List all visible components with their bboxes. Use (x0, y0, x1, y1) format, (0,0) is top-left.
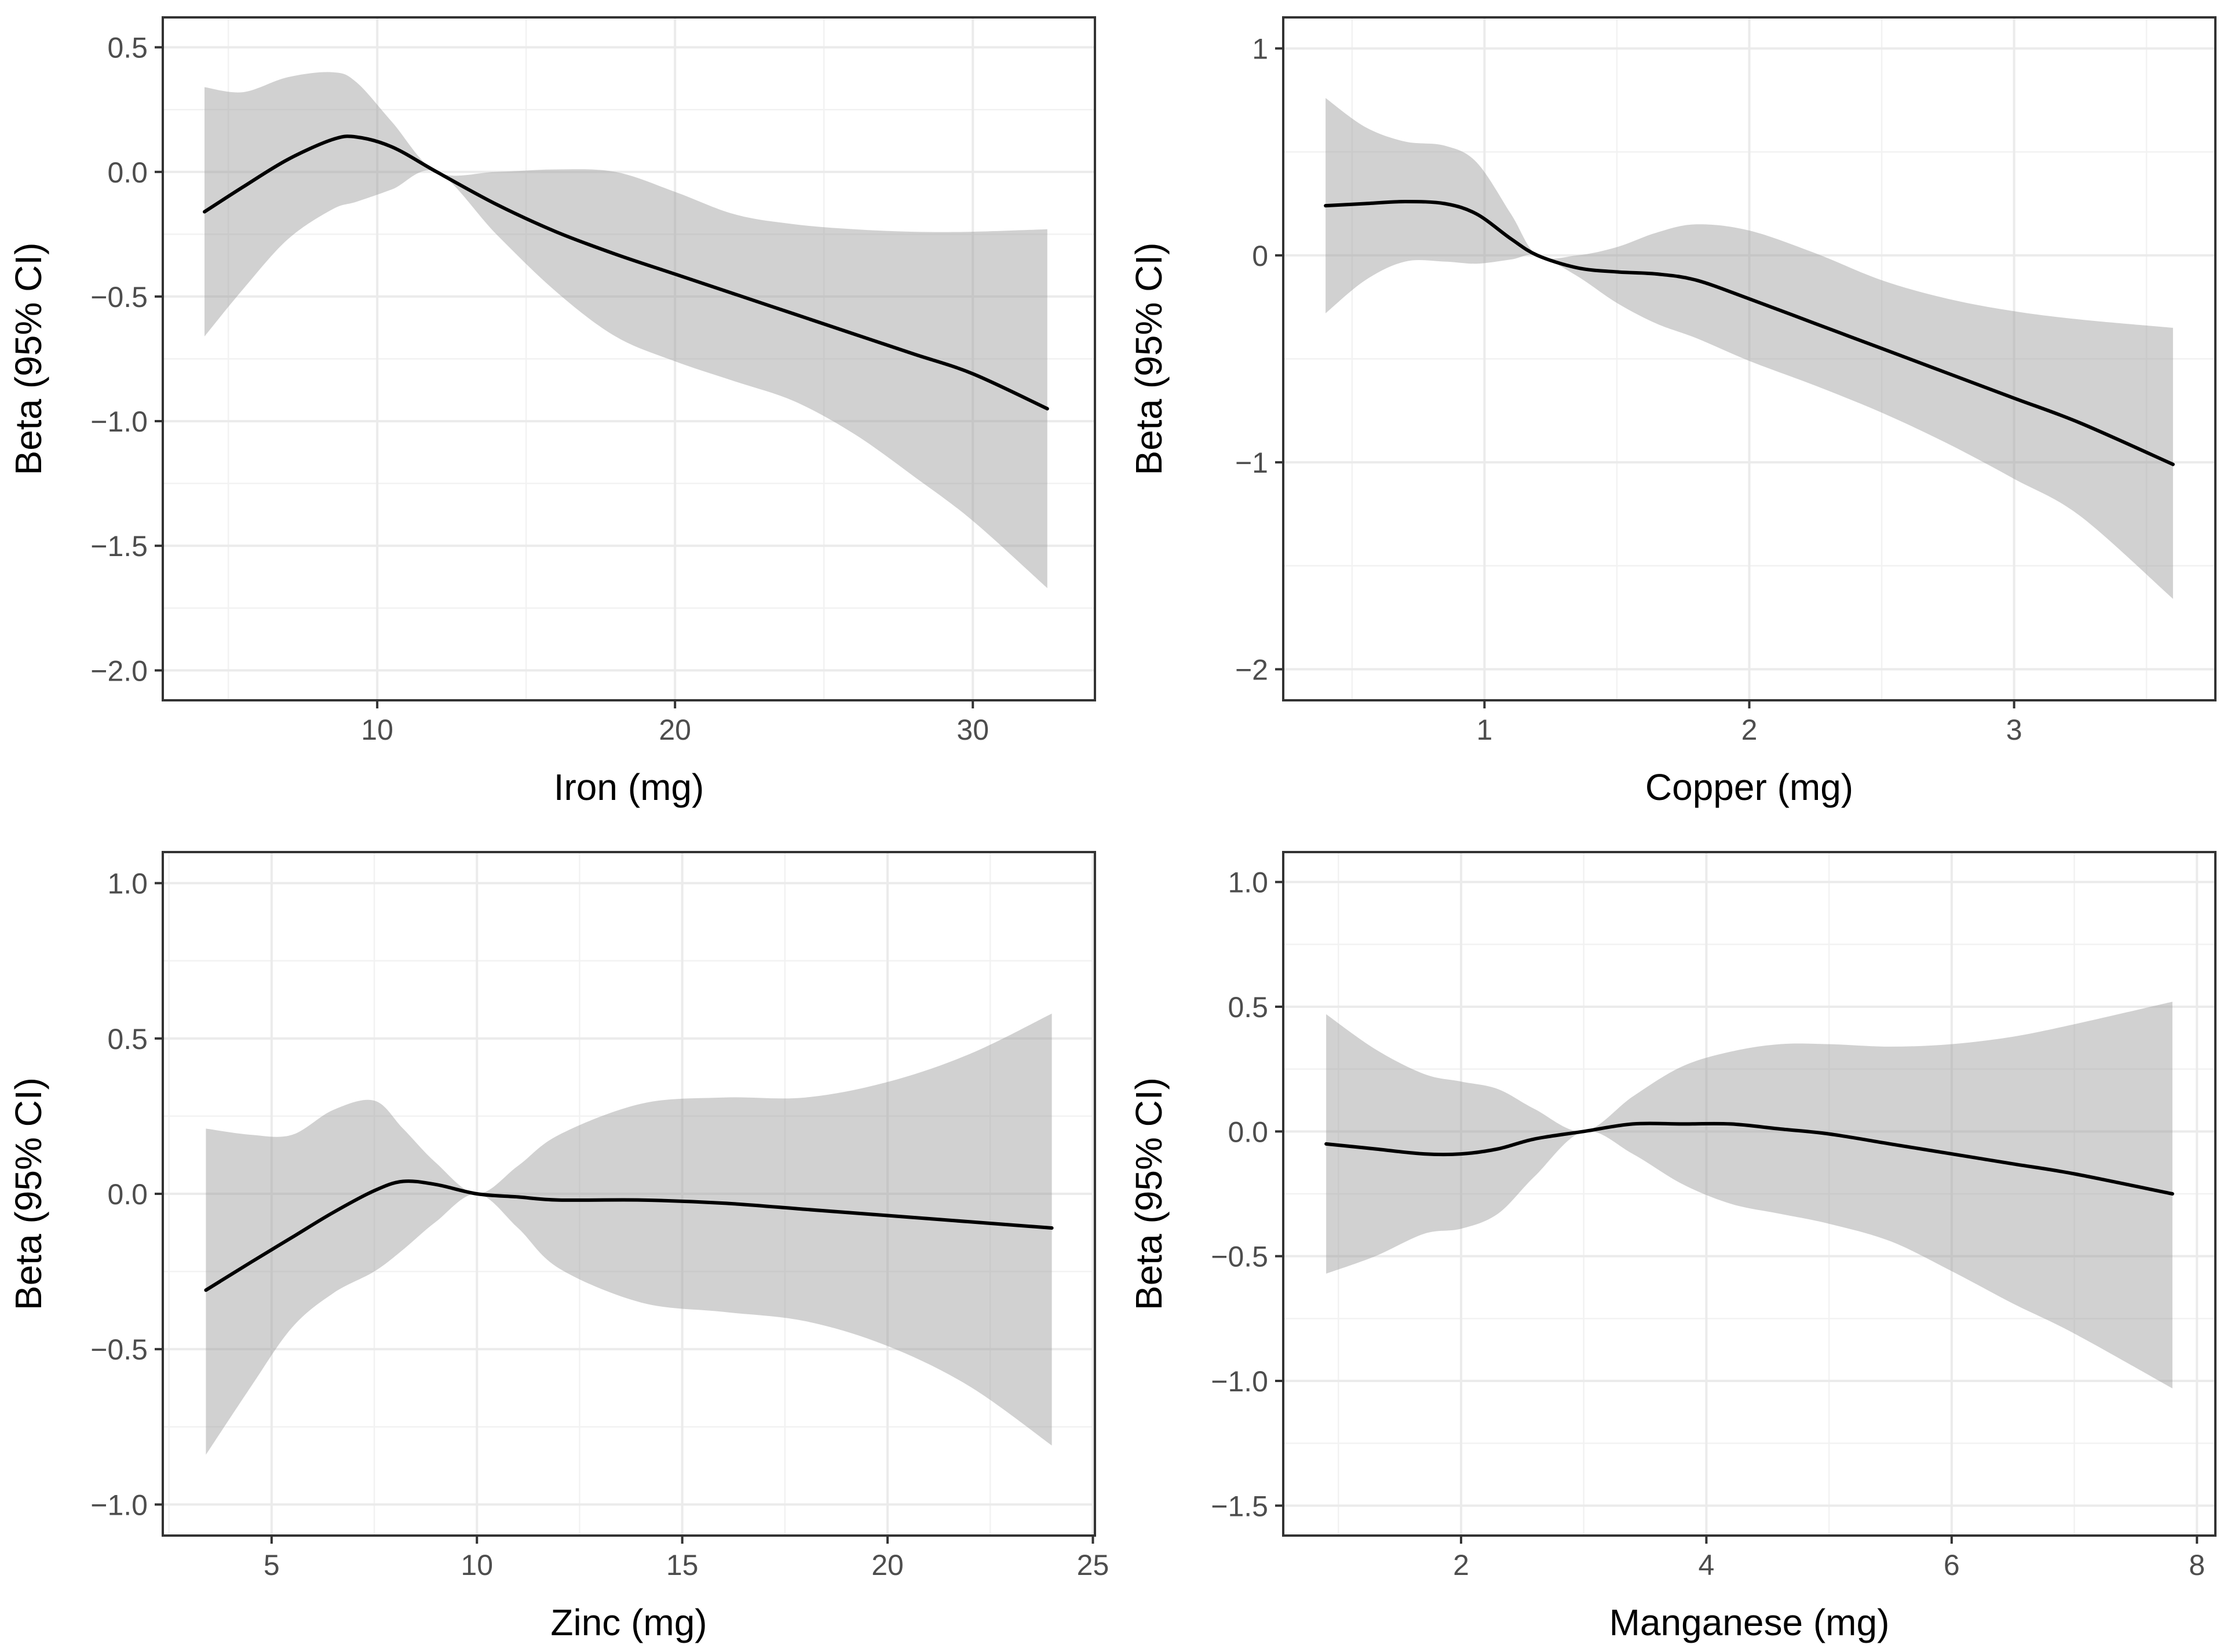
confidence-band (205, 72, 1047, 589)
x-tick-label: 15 (666, 1549, 699, 1581)
y-tick-label: 0.5 (107, 1023, 148, 1055)
y-tick-label: −1.0 (90, 1489, 148, 1521)
y-tick-label: −1.0 (1211, 1365, 1268, 1398)
y-tick-label: 0.5 (107, 32, 148, 64)
y-tick-label: −0.5 (1211, 1241, 1268, 1273)
y-tick-label: −0.5 (90, 281, 148, 313)
y-axis-title: Beta (95% CI) (8, 1077, 49, 1310)
grid (163, 852, 1095, 1536)
x-tick-label: 2 (1453, 1549, 1469, 1581)
y-tick-label: 0.0 (107, 1178, 148, 1211)
x-tick-label: 10 (461, 1549, 493, 1581)
x-tick-label: 6 (1944, 1549, 1960, 1581)
y-tick-label: 0.0 (1228, 1116, 1268, 1148)
x-tick-label: 1 (1476, 714, 1492, 746)
y-tick-label: 1 (1252, 33, 1268, 65)
x-axis-title: Zinc (mg) (550, 1602, 707, 1643)
x-tick-label: 20 (659, 714, 691, 746)
y-tick-label: 0 (1252, 240, 1268, 272)
grid (1283, 17, 2215, 700)
y-tick-label: −1 (1235, 447, 1268, 479)
y-tick-label: −1.0 (90, 405, 148, 438)
y-tick-label: −0.5 (90, 1333, 148, 1366)
y-tick-label: 1.0 (107, 868, 148, 900)
x-axis-title: Iron (mg) (554, 766, 704, 808)
y-tick-label: −1.5 (1211, 1490, 1268, 1522)
grid (163, 17, 1095, 700)
y-tick-label: 1.0 (1228, 867, 1268, 899)
panel-border (162, 16, 1096, 701)
beta-curve (1324, 200, 2175, 466)
x-tick-label: 30 (956, 714, 989, 746)
x-tick-label: 3 (2006, 714, 2022, 746)
x-tick-label: 8 (2189, 1549, 2205, 1581)
y-tick-label: 0.0 (107, 156, 148, 189)
x-axis-title: Copper (mg) (1645, 766, 1853, 808)
y-tick-label: −2.0 (90, 655, 148, 687)
y-tick-label: −1.5 (90, 530, 148, 562)
x-tick-label: 2 (1741, 714, 1758, 746)
panel-3: 5 10 15 20 25 1.0 0.5 0.0 −0.5 −1.0 Zinc (mg) Beta … (8, 851, 1109, 1643)
x-tick-label: 5 (264, 1549, 280, 1581)
x-tick-label: 20 (871, 1549, 904, 1581)
y-axis-title: Beta (95% CI) (8, 243, 49, 476)
x-axis-title: Manganese (mg) (1609, 1602, 1890, 1643)
beta-curve (204, 1179, 1054, 1292)
beta-curve (1324, 1121, 2174, 1196)
confidence-band (206, 1013, 1052, 1455)
y-axis-title: Beta (95% CI) (1128, 243, 1170, 476)
y-tick-label: 0.5 (1228, 991, 1268, 1024)
x-tick-label: 10 (361, 714, 393, 746)
x-tick-label: 4 (1698, 1549, 1714, 1581)
confidence-band (1326, 1002, 2172, 1388)
beta-curve (203, 134, 1049, 411)
x-tick-label: 25 (1077, 1549, 1109, 1581)
panel-4: 2 4 6 8 1.0 0.5 0.0 −0.5 −1.0 −1.5 Manganese (mg) B… (1128, 851, 2217, 1643)
y-tick-label: −2 (1235, 653, 1268, 686)
confidence-band (1326, 98, 2173, 599)
panel-2: 1 2 3 1 0 −1 −2 Copper (mg) Beta (95% CI) (1128, 16, 2217, 808)
grid (1283, 852, 2215, 1536)
y-axis-title: Beta (95% CI) (1128, 1077, 1170, 1310)
panel-1: 10 20 30 0.5 0.0 −0.5 −1.0 −1.5 −2.0 Iron (mg) Bet… (8, 16, 1096, 808)
panel-border (1282, 851, 2217, 1537)
